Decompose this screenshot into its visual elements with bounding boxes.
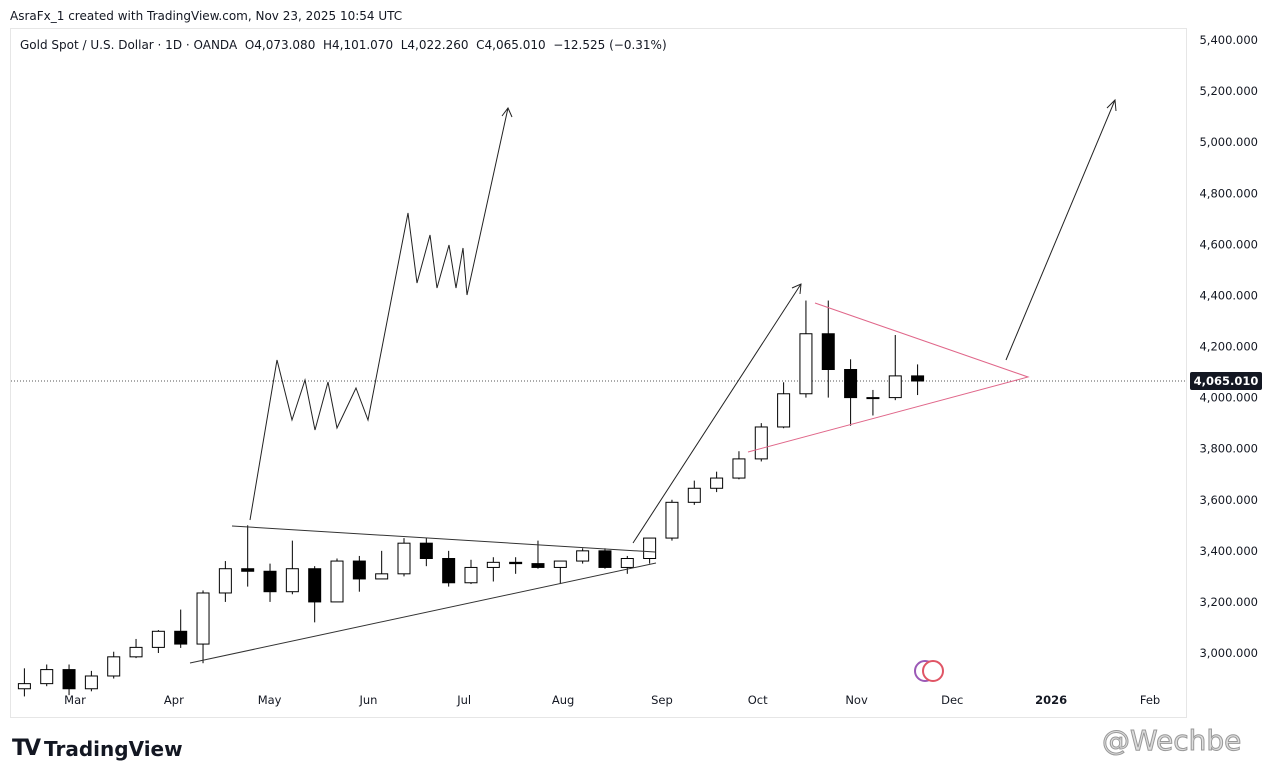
triangle-lower-trendline [189,562,657,664]
candle-body [330,560,344,603]
close-value: C4,065.010 [476,38,546,52]
price-tick-label: 3,400.000 [1199,544,1258,558]
time-tick-label: Jun [358,693,377,707]
last-price-label: 4,065.010 [1194,374,1259,388]
high-value: H4,101.070 [322,38,394,52]
symmetrical-triangle [747,302,1030,453]
candle-body [464,566,478,584]
candle-body [486,561,500,568]
price-tick-label: 4,600.000 [1199,237,1258,251]
low-value: L4,022.260 [400,38,469,52]
tradingview-logo[interactable]: TV TradingView [12,736,183,761]
arrow-head-icon [1106,98,1117,112]
arrow-head-icon [791,283,802,295]
candle-body [174,630,188,645]
candle-body [620,558,634,568]
price-tick-label: 3,000.000 [1199,646,1258,660]
candle-body [308,568,322,603]
candle-body [285,568,299,593]
candle-body [442,558,456,584]
us-flag-icon [922,660,944,682]
time-tick-label: Nov [845,693,868,707]
time-tick-label: Oct [748,693,768,707]
candle-body [687,487,701,503]
target-arrow [1005,99,1116,361]
price-tick-label: 5,400.000 [1199,33,1258,47]
candle-body [553,560,567,568]
candle-body [754,426,768,460]
change-value: −12.525 (−0.31%) [553,38,667,52]
last-price-badge [1190,371,1262,390]
price-tick-label: 4,400.000 [1199,288,1258,302]
time-tick-label: Aug [552,693,574,707]
time-tick-label: 2026 [1035,693,1067,707]
watermark: @Wechbe [1101,724,1242,758]
candle-body [911,375,925,382]
candle-body [732,458,746,479]
price-tick-label: 3,800.000 [1199,442,1258,456]
candle-body [419,542,433,560]
time-tick-label: Feb [1140,693,1160,707]
candle-body [263,570,277,593]
candle-body [352,560,366,580]
open-value: O4,073.080 [244,38,316,52]
price-tick-label: 3,600.000 [1199,493,1258,507]
candle-body [531,563,545,568]
candle-body [866,397,880,400]
candle-body [196,592,210,645]
symbol-legend: Gold Spot / U.S. Dollar · 1D · OANDA O4,… [20,38,667,52]
candle-body [218,568,232,594]
candle-body [17,683,31,690]
candle-body [151,630,165,648]
price-tick-label: 3,200.000 [1199,595,1258,609]
price-tick-label: 4,800.000 [1199,186,1258,200]
price-tick-label: 4,200.000 [1199,340,1258,354]
candle-body [888,375,902,399]
tv-logo-icon: TV [12,736,41,761]
chart-pane[interactable] [10,28,1187,718]
price-tick-label: 5,200.000 [1199,84,1258,98]
candle-body [710,477,724,489]
time-tick-label: May [258,693,282,707]
credit-text: AsraFx_1 created with TradingView.com, N… [10,9,403,23]
candle-body [129,646,143,658]
candle-body [799,333,813,395]
price-tick-label: 5,000.000 [1199,135,1258,149]
time-tick-label: Jul [456,693,471,707]
candle-body [821,333,835,371]
candle-body [844,369,858,399]
candle-body [241,568,255,572]
projection-path [249,107,509,521]
time-tick-label: Dec [941,693,963,707]
candle-body [643,537,657,560]
candle-body [509,561,523,565]
watermark-text: @Wechbe [1101,724,1242,758]
candle-body [665,501,679,539]
time-tick-label: Apr [164,693,184,707]
candle-body [107,656,121,677]
candle-body [598,550,612,568]
triangle-upper-trendline [231,525,656,553]
price-tick-label: 4,000.000 [1199,391,1258,405]
candle-body [375,573,389,580]
candle-body [84,675,98,690]
impulse-arrow [632,283,802,544]
arrow-head-icon [501,107,513,118]
candle-body [777,393,791,428]
candle-body [397,542,411,575]
candle-body [40,669,54,685]
logo-text: TradingView [44,736,183,761]
candle-body [62,669,76,690]
time-tick-label: Mar [64,693,86,707]
symbol-name[interactable]: Gold Spot / U.S. Dollar · 1D · OANDA [20,38,238,52]
candle-body [576,550,590,562]
time-tick-label: Sep [651,693,673,707]
